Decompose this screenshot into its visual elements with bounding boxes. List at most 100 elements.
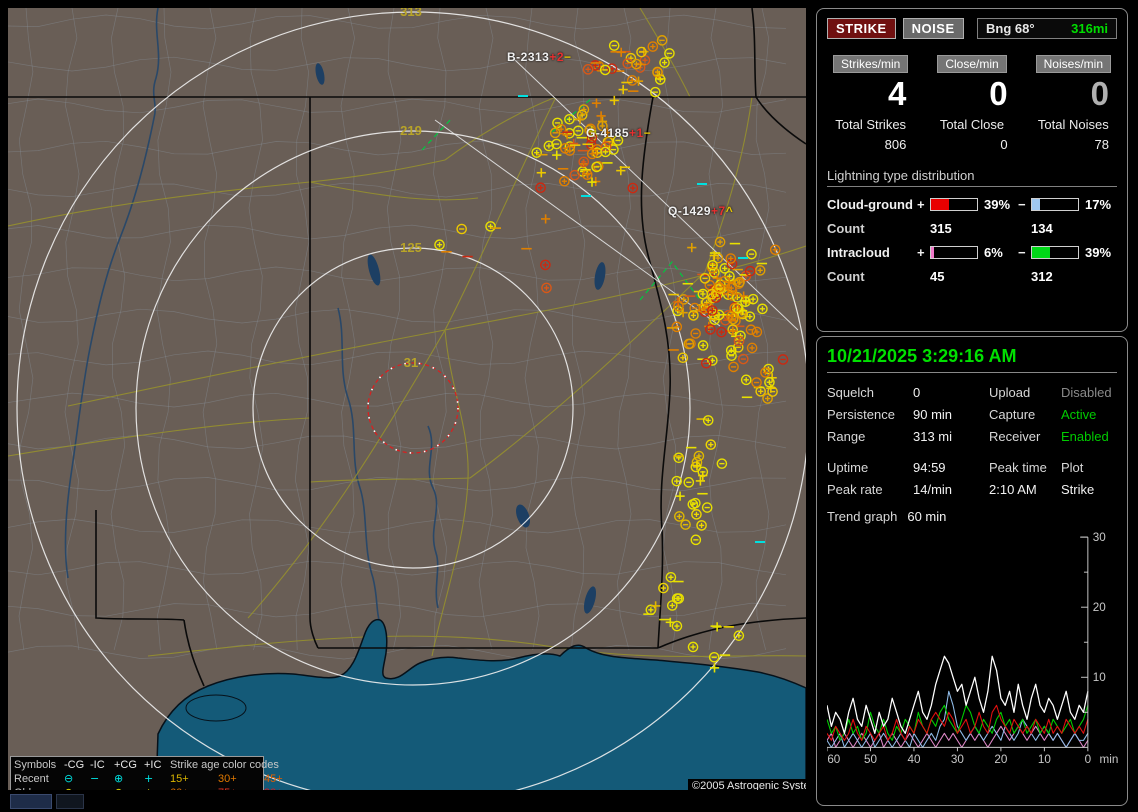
circle-plus-icon: ⊕	[114, 772, 144, 786]
cell-delta: +2	[549, 50, 564, 64]
cell-delta: +1	[629, 126, 644, 140]
plot-label: Plot	[1061, 460, 1117, 475]
legend-col-pos-cg: +CG	[114, 758, 144, 772]
persistence-value: 90 min	[913, 407, 989, 422]
minus-sign: −	[1018, 197, 1031, 212]
copyright-notice: ©2005 Astrogenic Systems	[688, 779, 806, 790]
trend-graph-label: Trend graph	[827, 509, 897, 524]
intracloud-label: Intracloud	[827, 245, 917, 260]
minus-icon: −	[90, 786, 114, 790]
circle-plus-icon: ⊕	[114, 786, 144, 790]
plus-sign: +	[917, 197, 930, 212]
svg-text:40: 40	[907, 753, 920, 766]
peak-rate-label: Peak rate	[827, 482, 913, 497]
uptime-value: 94:59	[913, 460, 989, 475]
symbol-legend: Symbols -CG -IC +CG +IC Strike age color…	[10, 756, 264, 790]
legend-symbols-title: Symbols	[14, 758, 64, 772]
ic-minus-pct: 39%	[1081, 245, 1119, 260]
trend-graph[interactable]: 1020306050403020100min	[827, 528, 1119, 774]
minus-icon: −	[90, 772, 114, 786]
status-chip[interactable]	[10, 794, 52, 809]
range-value: 316mi	[1071, 21, 1108, 36]
svg-text:31: 31	[404, 355, 418, 370]
circle-minus-icon: ⊖	[64, 786, 90, 790]
noises-per-min-value: 0	[1030, 75, 1117, 113]
cell-id: B-2313	[507, 50, 549, 64]
range-label: Range	[827, 429, 913, 444]
cg-minus-pct: 17%	[1081, 197, 1119, 212]
side-panel: STRIKE NOISE Bng 68° 316mi Strikes/min C…	[816, 8, 1132, 806]
age-45: 45+	[264, 772, 308, 786]
cell-id: G-4185	[586, 126, 629, 140]
svg-text:60: 60	[827, 753, 840, 766]
cell-id: Q-1429	[668, 204, 711, 218]
cell-trend-icon: ^	[726, 204, 734, 218]
count-label: Count	[827, 269, 917, 284]
upload-status: Disabled	[1061, 385, 1117, 400]
svg-text:10: 10	[1038, 753, 1051, 766]
range-value: 313 mi	[913, 429, 989, 444]
total-strikes-label: Total Strikes	[827, 117, 914, 132]
strike-mode-button[interactable]: STRIKE	[827, 18, 896, 39]
persistence-label: Persistence	[827, 407, 913, 422]
age-30: 30+	[218, 772, 264, 786]
cell-delta: +7	[711, 204, 726, 218]
legend-col-neg-cg: -CG	[64, 758, 90, 772]
peak-rate-value: 14/min	[913, 482, 989, 497]
capture-status: Active	[1061, 407, 1117, 422]
cell-trend-icon: −	[564, 50, 572, 64]
total-strikes-value: 806	[827, 137, 914, 152]
cg-plus-bar	[930, 198, 978, 211]
svg-text:20: 20	[994, 753, 1007, 766]
close-per-min-chip: Close/min	[937, 55, 1006, 73]
close-per-min-value: 0	[928, 75, 1015, 113]
svg-text:50: 50	[864, 753, 877, 766]
ic-plus-pct: 6%	[980, 245, 1018, 260]
peak-time-value: 2:10 AM	[989, 482, 1061, 497]
age-90: 90+	[264, 786, 308, 790]
circle-minus-icon: ⊖	[64, 772, 90, 786]
capture-label: Capture	[989, 407, 1061, 422]
svg-text:30: 30	[951, 753, 964, 766]
age-75: 75+	[218, 786, 264, 790]
map-canvas[interactable]: 31321912531	[8, 8, 806, 790]
cg-plus-pct: 39%	[980, 197, 1018, 212]
receiver-label: Receiver	[989, 429, 1061, 444]
legend-row-old: Old	[14, 786, 64, 790]
trend-graph-window: 60 min	[907, 509, 946, 524]
svg-text:0: 0	[1085, 753, 1092, 766]
plus-icon: +	[144, 786, 170, 790]
squelch-label: Squelch	[827, 385, 913, 400]
legend-row-recent: Recent	[14, 772, 64, 786]
cg-minus-bar	[1031, 198, 1079, 211]
status-box: 10/21/2025 3:29:16 AM Squelch 0 Upload D…	[816, 336, 1128, 806]
ic-minus-count: 312	[1031, 269, 1081, 284]
svg-text:20: 20	[1093, 601, 1106, 614]
minus-sign: −	[1018, 245, 1031, 260]
plus-icon: +	[144, 772, 170, 786]
noise-mode-button[interactable]: NOISE	[903, 18, 964, 39]
svg-text:125: 125	[400, 240, 422, 255]
cg-plus-count: 315	[930, 221, 980, 236]
bearing-value: Bng 68°	[986, 21, 1035, 36]
total-close-label: Total Close	[928, 117, 1015, 132]
count-label: Count	[827, 221, 917, 236]
noises-per-min-chip: Noises/min	[1036, 55, 1111, 73]
storm-cell-label: G-4185+1−	[586, 126, 651, 140]
svg-text:10: 10	[1093, 671, 1106, 684]
age-60: 60+	[170, 786, 218, 790]
storm-cell-label: B-2313+2−	[507, 50, 572, 64]
status-chip[interactable]	[56, 794, 84, 809]
bearing-readout: Bng 68° 316mi	[977, 18, 1117, 39]
strike-stats-box: STRIKE NOISE Bng 68° 316mi Strikes/min C…	[816, 8, 1128, 332]
total-noises-label: Total Noises	[1030, 117, 1117, 132]
total-noises-value: 78	[1030, 137, 1117, 152]
cloud-ground-label: Cloud-ground	[827, 197, 917, 212]
legend-age-title: Strike age color codes	[170, 758, 308, 772]
strikes-per-min-value: 4	[827, 75, 914, 113]
svg-text:313: 313	[400, 8, 422, 19]
lightning-map[interactable]: 31321912531 B-2313+2− G-4185+1− Q-1429+7…	[8, 8, 806, 790]
plus-sign: +	[917, 245, 930, 260]
uptime-label: Uptime	[827, 460, 913, 475]
svg-text:30: 30	[1093, 531, 1106, 544]
